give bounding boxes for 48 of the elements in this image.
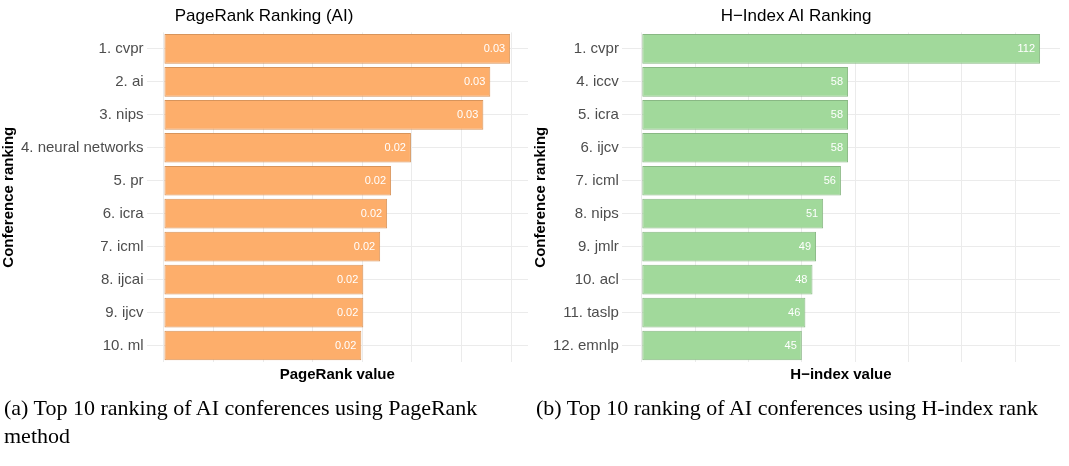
data-label: 0.02 [336,272,359,285]
y-tick-label: 9. ijcv [105,302,145,320]
y-tick-label: 6. icra [102,203,145,221]
text: (b) Top 10 ranking of AI conferences using H-index rank [535,394,1040,422]
data-label: 45 [784,338,797,351]
y-tick-label: 4. neural networks [20,137,144,155]
y-tick-label: 10. ml [102,335,144,353]
data-label: 58 [830,107,844,120]
y-axis-title: Conference ranking [0,126,17,268]
y-axis-title: Conference ranking [531,126,549,268]
y-tick-label: 12. emnlp [553,335,619,353]
data-label: 0.02 [334,338,357,351]
data-label: 48 [795,272,808,285]
y-tick-label: 1. cvpr [98,39,144,57]
data-label: 49 [798,239,812,252]
y-tick-label: 4. iccv [576,71,620,89]
y-tick-label: 7. icml [575,170,619,188]
y-tick-label: 5. icra [578,104,620,122]
data-label: 58 [830,140,844,153]
chart-title: H−Index AI Ranking [720,5,872,25]
data-label: 0.02 [360,206,383,219]
data-label: 0.03 [456,107,479,120]
data-label: 46 [788,305,801,318]
text: (a) Top 10 ranking of AI conferences using PageRank method [3,394,479,450]
y-tick-label: 5. pr [113,170,144,188]
data-label: 0.03 [463,74,486,87]
x-axis-title: H−index value [790,365,892,383]
data-label: 56 [823,173,836,186]
y-tick-label: 10. acl [574,269,619,287]
y-tick-label: 7. icml [100,236,144,254]
chart-title: PageRank Ranking (AI) [174,5,354,25]
data-label: 0.02 [364,173,387,186]
y-tick-label: 2. ai [115,71,144,89]
data-label: 112 [1017,41,1036,54]
data-label: 0.03 [483,41,506,54]
y-tick-label: 8. ijcai [101,269,144,287]
x-axis-title: PageRank value [279,365,395,383]
y-tick-label: 6. ijcv [580,137,620,155]
data-label: 58 [830,74,844,87]
y-tick-label: 9. jmlr [578,236,619,254]
data-label: 0.02 [353,239,376,252]
y-tick-label: 1. cvpr [573,39,619,57]
data-label: 51 [805,206,819,219]
y-tick-label: 8. nips [574,203,619,221]
data-label: 0.02 [384,140,406,153]
data-label: 0.02 [336,305,359,318]
y-tick-label: 11. taslp [563,302,619,320]
y-tick-label: 3. nips [99,104,144,122]
